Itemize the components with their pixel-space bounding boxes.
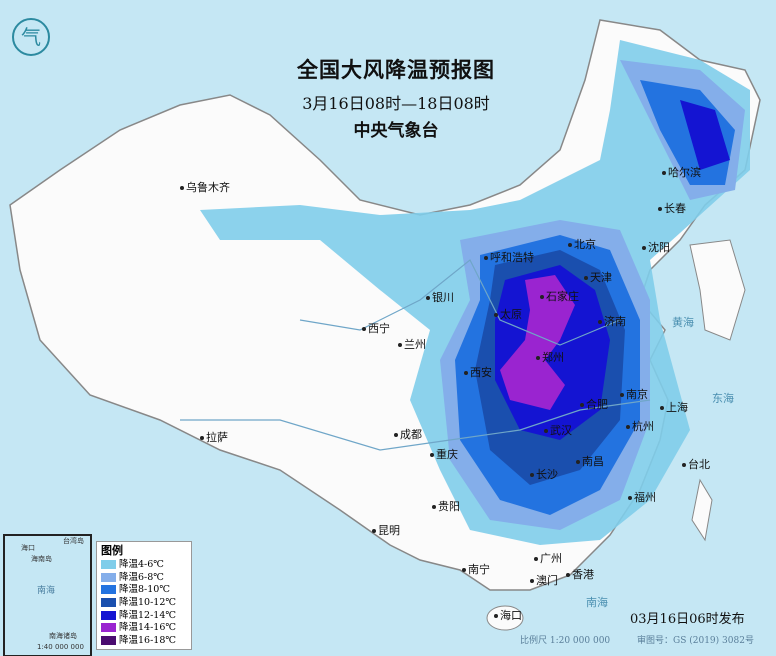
legend-label: 降温8-10℃	[119, 584, 170, 596]
legend-item: 降温10-12℃	[101, 596, 187, 609]
legend-label: 降温6-8℃	[119, 571, 164, 583]
city-label: 北京	[568, 238, 596, 251]
inset-scale: 1:40 000 000	[37, 643, 84, 651]
legend-label: 降温14-16℃	[119, 622, 177, 634]
forecast-period: 3月16日08时—18日08时	[302, 94, 490, 113]
city-label: 石家庄	[540, 290, 579, 303]
taiwan-island	[691, 478, 713, 542]
inset-label: 南海	[37, 586, 56, 596]
legend-item: 降温16-18℃	[101, 634, 187, 647]
city-label: 澳门	[530, 574, 558, 587]
city-label: 香港	[566, 568, 594, 581]
inset-label: 南海诸岛	[49, 632, 77, 640]
legend-swatch	[101, 610, 116, 620]
korea-peninsula	[689, 239, 746, 341]
city-label: 西宁	[362, 322, 390, 335]
city-label: 南京	[620, 388, 648, 401]
city-label: 长春	[658, 202, 686, 215]
city-label: 台北	[682, 458, 710, 471]
inset-label: 海南岛	[31, 555, 52, 563]
city-label: 太原	[494, 308, 522, 321]
city-label: 郑州	[536, 351, 564, 364]
city-label: 乌鲁木齐	[180, 181, 230, 194]
cma-logo-icon: 气	[12, 18, 50, 56]
legend-swatch	[101, 585, 116, 595]
legend-swatch	[101, 635, 116, 645]
city-label: 福州	[628, 491, 656, 504]
city-label: 天津	[584, 271, 612, 284]
city-label: 合肥	[580, 398, 608, 411]
legend-item: 降温8-10℃	[101, 583, 187, 596]
scale-text: 比例尺 1:20 000 000	[520, 636, 611, 646]
city-label: 昆明	[372, 524, 400, 537]
legend-label: 降温4-6℃	[119, 558, 164, 570]
legend-item: 降温4-6℃	[101, 558, 187, 571]
city-label: 济南	[598, 315, 626, 328]
issue-time: 03月16日06时发布	[630, 612, 745, 627]
legend-swatch	[101, 559, 116, 569]
city-label: 沈阳	[642, 241, 670, 254]
legend-item: 降温14-16℃	[101, 621, 187, 634]
city-label: 南昌	[576, 455, 604, 468]
city-label: 上海	[660, 401, 688, 414]
legend-item: 降温12-14℃	[101, 609, 187, 622]
city-label: 西安	[464, 366, 492, 379]
inset-label: 台湾岛	[63, 537, 84, 545]
city-label: 南宁	[462, 563, 490, 576]
south-china-sea-inset: 海口 海南岛 台湾岛 南海 南海诸岛 1:40 000 000	[3, 534, 92, 656]
legend-swatch	[101, 597, 116, 607]
city-label: 重庆	[430, 448, 458, 461]
city-label: 长沙	[530, 468, 558, 481]
inset-label: 海口	[21, 544, 35, 552]
cooling-14-16	[500, 275, 575, 410]
city-label: 武汉	[544, 424, 572, 437]
legend-swatch	[101, 572, 116, 582]
city-label: 广州	[534, 552, 562, 565]
legend-label: 降温10-12℃	[119, 596, 177, 608]
city-label: 海口	[494, 609, 522, 622]
legend-label: 降温12-14℃	[119, 609, 177, 621]
city-label: 呼和浩特	[484, 251, 534, 264]
city-label: 银川	[426, 291, 454, 304]
legend-title: 图例	[101, 544, 123, 557]
legend-label: 降温16-18℃	[119, 634, 177, 646]
city-label: 成都	[394, 428, 422, 441]
city-label: 杭州	[626, 420, 654, 433]
legend: 图例 降温4-6℃ 降温6-8℃ 降温8-10℃ 降温10-12℃ 降温12-14℃ 降温…	[96, 541, 192, 650]
legend-swatch	[101, 623, 116, 633]
legend-item: 降温6-8℃	[101, 571, 187, 584]
sea-label: 南海	[586, 596, 608, 609]
sea-label: 东海	[712, 392, 734, 405]
river-yellow	[299, 259, 621, 346]
sea-label: 黄海	[672, 316, 694, 329]
city-label: 哈尔滨	[662, 166, 701, 179]
map-title: 全国大风降温预报图	[297, 57, 495, 82]
map-footer: 比例尺 1:20 000 000 审图号：GS (2019) 3082号	[520, 636, 776, 647]
approval-number: 审图号：GS (2019) 3082号	[637, 636, 754, 646]
city-label: 贵阳	[432, 500, 460, 513]
city-label: 拉萨	[200, 431, 228, 444]
issuer: 中央气象台	[353, 121, 439, 141]
city-label: 兰州	[398, 338, 426, 351]
